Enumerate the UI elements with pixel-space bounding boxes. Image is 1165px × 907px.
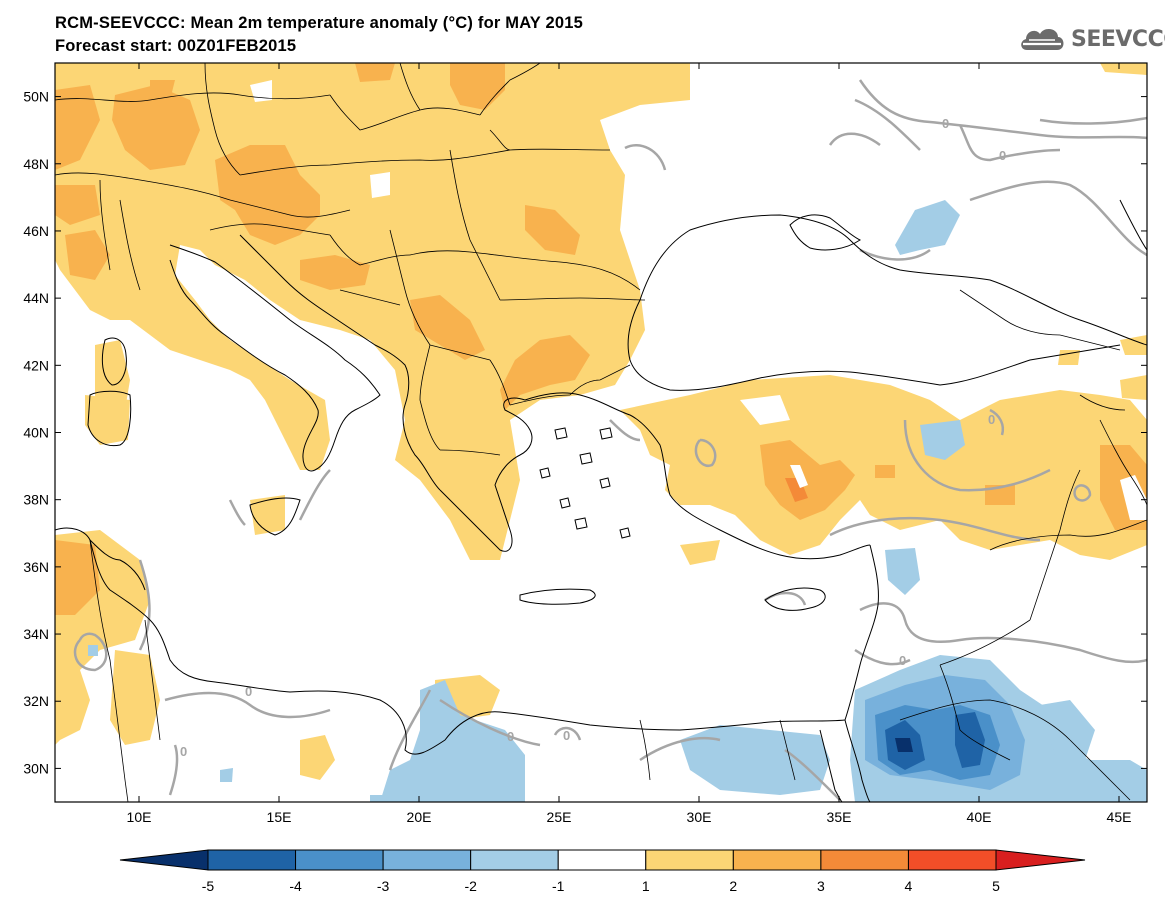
anomaly-shading-neg4-neg5 — [885, 712, 985, 770]
cloud-icon — [1021, 28, 1064, 50]
contour-label: 0 — [942, 116, 949, 131]
colorbar-label: 1 — [642, 878, 650, 894]
colorbar-label: -4 — [289, 878, 302, 894]
lat-label: 36N — [23, 559, 49, 575]
map-plot-area: 0 0 0 0 0 0 0 0 — [55, 63, 1147, 802]
colorbar-label: 3 — [817, 878, 825, 894]
colorbar-box — [907, 849, 997, 871]
lon-label: 40E — [967, 809, 992, 825]
colorbar-box — [207, 849, 297, 871]
colorbar-label: 5 — [992, 878, 1000, 894]
lon-label: 10E — [127, 809, 152, 825]
contour-label: 0 — [507, 729, 514, 744]
forecast-start-label: Forecast start: 00Z01FEB2015 — [55, 37, 297, 55]
colorbar-box — [382, 849, 472, 871]
coastlines — [55, 199, 1147, 802]
lat-label: 40N — [23, 425, 49, 441]
seevccc-logo: SEEVCCC — [1017, 22, 1165, 56]
logo-text: SEEVCCC — [1071, 26, 1165, 52]
lon-label: 20E — [407, 809, 432, 825]
zero-contours — [73, 79, 1147, 801]
contour-label: 0 — [899, 653, 906, 668]
lat-label: 34N — [23, 626, 49, 642]
lat-label: 46N — [23, 223, 49, 239]
colorbar: -5 -4 -3 -2 -1 1 2 3 4 5 — [119, 849, 1086, 894]
colorbar-arrow-low — [119, 849, 209, 871]
latitude-axis: 50N 48N 46N 44N 42N 40N 38N 36N 34N 32N 30N — [23, 89, 1147, 776]
contour-label: 0 — [180, 744, 187, 759]
colorbar-label: -1 — [552, 878, 565, 894]
longitude-axis: 10E 15E 20E 25E 30E 35E 40E 45E — [127, 63, 1132, 825]
contour-labels: 0 0 0 0 0 0 0 0 — [180, 116, 1006, 759]
lat-label: 32N — [23, 693, 49, 709]
contour-label: 0 — [988, 412, 995, 427]
anomaly-gaps — [250, 80, 1147, 520]
lon-label: 30E — [687, 809, 712, 825]
colorbar-box — [557, 849, 647, 871]
lon-label: 35E — [827, 809, 852, 825]
colorbar-box — [295, 849, 384, 871]
colorbar-label: 4 — [905, 878, 913, 894]
country-borders — [55, 63, 1147, 802]
lat-label: 50N — [23, 89, 49, 105]
colorbar-label: 2 — [729, 878, 737, 894]
colorbar-arrow-high — [995, 849, 1086, 871]
lon-label: 45E — [1107, 809, 1132, 825]
lat-label: 30N — [23, 760, 49, 776]
colorbar-label: -5 — [202, 878, 215, 894]
colorbar-box — [732, 849, 822, 871]
colorbar-label: -2 — [464, 878, 477, 894]
contour-label: 0 — [563, 728, 570, 743]
lat-label: 38N — [23, 492, 49, 508]
colorbar-box — [820, 849, 909, 871]
lat-label: 42N — [23, 357, 49, 373]
anomaly-shading-below-neg5 — [895, 738, 913, 752]
lat-label: 48N — [23, 156, 49, 172]
colorbar-label: -3 — [377, 878, 390, 894]
colorbar-box — [645, 849, 734, 871]
map-title: RCM-SEEVCCC: Mean 2m temperature anomaly… — [55, 14, 583, 32]
lat-label: 44N — [23, 290, 49, 306]
contour-label: 0 — [245, 684, 252, 699]
contour-label: 0 — [999, 148, 1006, 163]
colorbar-box — [470, 849, 559, 871]
lon-label: 15E — [267, 809, 292, 825]
lon-label: 25E — [547, 809, 572, 825]
